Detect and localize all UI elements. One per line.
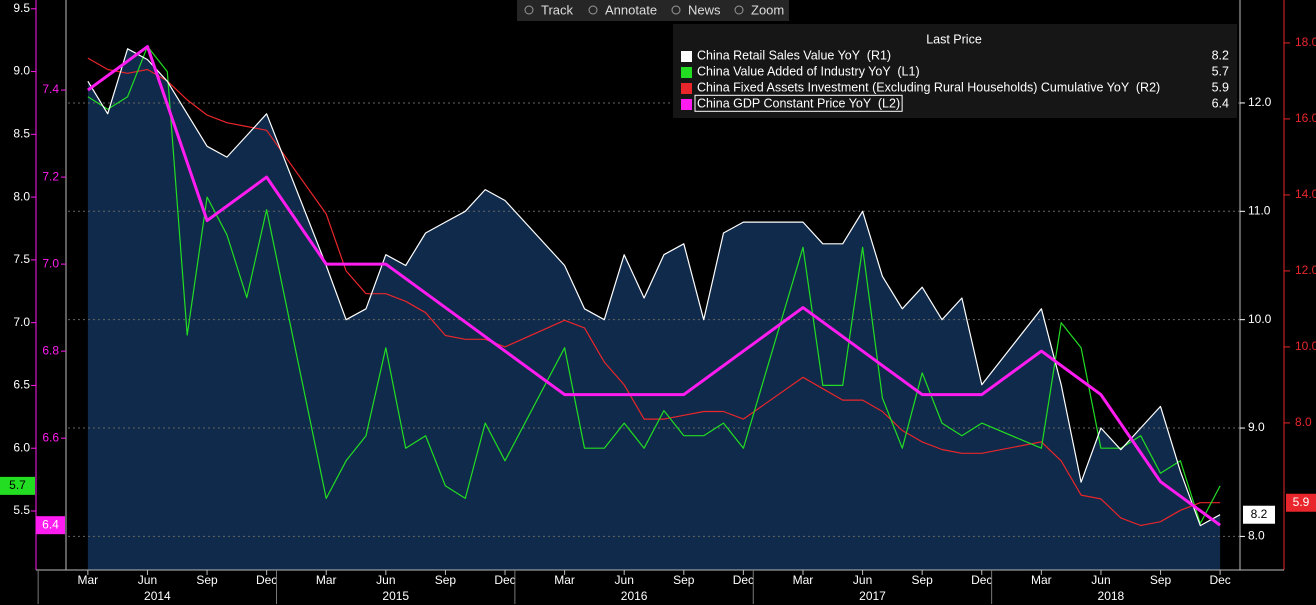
x-tick-label: Dec xyxy=(256,573,277,587)
legend-swatch xyxy=(681,67,692,78)
y-tick-label: 9.0 xyxy=(1248,420,1265,434)
y-tick-label: 7.2 xyxy=(42,169,59,183)
legend-bg xyxy=(673,24,1237,118)
toolbar: Track Annotate News Zoom xyxy=(517,0,789,21)
toolbar-label[interactable]: Track xyxy=(541,2,574,17)
legend-value: 5.9 xyxy=(1212,80,1229,94)
year-label: 2015 xyxy=(382,589,409,603)
x-tick-label: Sep xyxy=(1150,573,1172,587)
y-tick-label: 14.0 xyxy=(1295,187,1316,201)
y-tick-label: 16.0 xyxy=(1295,111,1316,125)
toolbar-label[interactable]: Annotate xyxy=(605,2,657,17)
last-value-label: 5.9 xyxy=(1293,495,1310,509)
y-tick-label: 7.5 xyxy=(13,252,30,266)
x-tick-label: Sep xyxy=(911,573,933,587)
x-tick-label: Jun xyxy=(376,573,395,587)
series-line xyxy=(87,45,1221,527)
y-tick-label: 7.0 xyxy=(42,256,59,270)
legend-label: China GDP Constant Price YoY (L2) xyxy=(697,96,900,110)
series-line xyxy=(87,45,1221,525)
legend-swatch xyxy=(681,51,692,62)
legend-label: China Fixed Assets Investment (Excluding… xyxy=(697,80,1160,94)
x-tick-label: Mar xyxy=(78,573,99,587)
x-tick-label: Jun xyxy=(853,573,872,587)
area xyxy=(87,48,1221,571)
year-label: 2017 xyxy=(859,589,886,603)
x-tick-label: Dec xyxy=(733,573,754,587)
x-tick-label: Mar xyxy=(554,573,575,587)
toolbar-icon xyxy=(671,5,681,15)
toolbar-icon xyxy=(524,5,534,15)
legend-swatch xyxy=(681,99,692,110)
year-label: 2014 xyxy=(144,589,171,603)
y-tick-label: 8.5 xyxy=(13,127,30,141)
toolbar-button[interactable]: News xyxy=(671,2,721,17)
y-tick-label: 7.4 xyxy=(42,82,59,96)
series-line xyxy=(87,48,1221,527)
x-tick-label: Sep xyxy=(196,573,218,587)
y-tick-label: 18.0 xyxy=(1295,35,1316,49)
toolbar-button[interactable]: Annotate xyxy=(588,2,657,17)
y-tick-label: 10.0 xyxy=(1248,312,1272,326)
y-tick-label: 7.0 xyxy=(13,315,30,329)
y-tick-label: 8.0 xyxy=(13,189,30,203)
legend-value: 8.2 xyxy=(1212,48,1229,62)
last-value-label: 8.2 xyxy=(1251,507,1268,521)
toolbar-bg xyxy=(517,0,789,21)
y-tick-label: 6.0 xyxy=(13,440,30,454)
legend: Last Price China Retail Sales Value YoY (… xyxy=(673,24,1237,118)
legend-value: 6.4 xyxy=(1212,96,1229,110)
y-tick-label: 11.0 xyxy=(1248,203,1271,217)
y-tick-label: 9.0 xyxy=(13,64,30,78)
x-tick-label: Mar xyxy=(1031,573,1052,587)
x-tick-label: Jun xyxy=(138,573,157,587)
legend-value: 5.7 xyxy=(1212,64,1229,78)
last-value-badge xyxy=(0,476,35,495)
last-value-badge xyxy=(1243,505,1275,524)
y-tick-label: 6.5 xyxy=(13,378,30,392)
last-value-label: 5.7 xyxy=(9,478,26,492)
y-tick-label: 12.0 xyxy=(1248,95,1272,109)
y-tick-label: 8.0 xyxy=(1295,415,1312,429)
legend-swatch xyxy=(681,83,692,94)
legend-title: Last Price xyxy=(926,32,982,46)
series-line xyxy=(87,57,1221,527)
toolbar-label[interactable]: News xyxy=(688,2,721,17)
x-tick-label: Jun xyxy=(615,573,634,587)
x-tick-label: Sep xyxy=(435,573,457,587)
last-value-badge xyxy=(1286,493,1316,512)
toolbar-icon xyxy=(734,5,744,15)
last-value-badge xyxy=(36,516,65,535)
legend-highlight xyxy=(694,94,903,112)
toolbar-label[interactable]: Zoom xyxy=(751,2,784,17)
last-value-label: 6.4 xyxy=(42,517,59,531)
toolbar-button[interactable]: Track xyxy=(524,2,574,17)
x-tick-label: Dec xyxy=(494,573,515,587)
legend-label: China Value Added of Industry YoY (L1) xyxy=(697,64,920,78)
year-label: 2018 xyxy=(1098,589,1125,603)
y-tick-label: 6.6 xyxy=(42,430,59,444)
x-tick-label: Mar xyxy=(793,573,814,587)
y-tick-label: 9.5 xyxy=(13,1,30,15)
x-tick-label: Sep xyxy=(673,573,695,587)
y-tick-label: 6.8 xyxy=(42,343,59,357)
y-tick-label: 10.0 xyxy=(1295,339,1316,353)
y-tick-label: 12.0 xyxy=(1295,263,1316,277)
x-tick-label: Dec xyxy=(971,573,992,587)
year-label: 2016 xyxy=(621,589,648,603)
y-tick-label: 5.5 xyxy=(13,503,30,517)
x-tick-label: Jun xyxy=(1091,573,1110,587)
x-tick-label: Dec xyxy=(1209,573,1230,587)
x-tick-label: Mar xyxy=(316,573,337,587)
legend-label: China Retail Sales Value YoY (R1) xyxy=(697,48,891,62)
y-tick-label: 8.0 xyxy=(1248,529,1265,543)
toolbar-button[interactable]: Zoom xyxy=(734,2,784,17)
toolbar-icon xyxy=(588,5,598,15)
